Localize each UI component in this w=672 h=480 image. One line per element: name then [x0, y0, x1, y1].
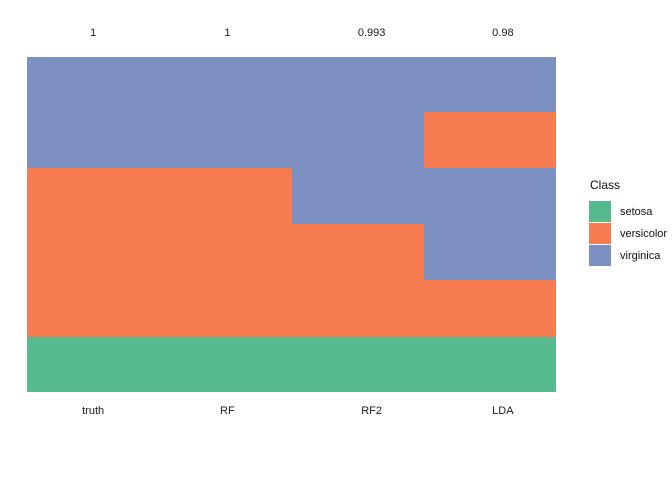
- column-RF2: [291, 57, 424, 392]
- x-axis-label: LDA: [492, 405, 514, 417]
- legend-items: setosa versicolor virginica: [589, 201, 667, 266]
- legend-label: setosa: [620, 205, 653, 218]
- segment-virginica: [291, 57, 424, 224]
- segment-versicolor: [27, 167, 160, 337]
- column-score-label: 1: [90, 27, 97, 39]
- segment-virginica: [159, 57, 292, 168]
- column-truth: [27, 57, 160, 392]
- legend: Class setosa versicolor virginica: [589, 179, 667, 267]
- segment-versicolor: [159, 167, 292, 337]
- segment-virginica: [27, 57, 160, 168]
- legend-label: virginica: [620, 249, 661, 262]
- segment-setosa: [27, 336, 160, 392]
- legend-item-versicolor: versicolor: [589, 223, 667, 244]
- legend-item-virginica: virginica: [589, 245, 667, 266]
- plot-area: [27, 57, 556, 392]
- x-axis-label: truth: [82, 405, 105, 417]
- legend-swatch-icon: [589, 223, 611, 244]
- legend-swatch-icon: [589, 201, 611, 222]
- legend-swatch-icon: [589, 245, 611, 266]
- segment-versicolor: [423, 280, 556, 337]
- legend-title: Class: [590, 178, 621, 192]
- segment-versicolor: [423, 112, 556, 168]
- column-score-label: 0.993: [357, 27, 386, 39]
- column-score-label: 0.98: [492, 27, 514, 39]
- legend-label: versicolor: [620, 227, 668, 240]
- legend-item-setosa: setosa: [589, 201, 667, 222]
- column-LDA: [423, 57, 556, 392]
- x-axis-label: RF2: [361, 405, 383, 417]
- column-RF: [159, 57, 292, 392]
- x-axis-label: RF: [220, 405, 235, 417]
- segment-setosa: [423, 336, 556, 392]
- segment-virginica: [423, 167, 556, 280]
- segment-virginica: [423, 57, 556, 112]
- segment-versicolor: [291, 223, 424, 337]
- column-score-label: 1: [224, 27, 231, 39]
- segment-setosa: [159, 336, 292, 392]
- segment-setosa: [291, 336, 424, 392]
